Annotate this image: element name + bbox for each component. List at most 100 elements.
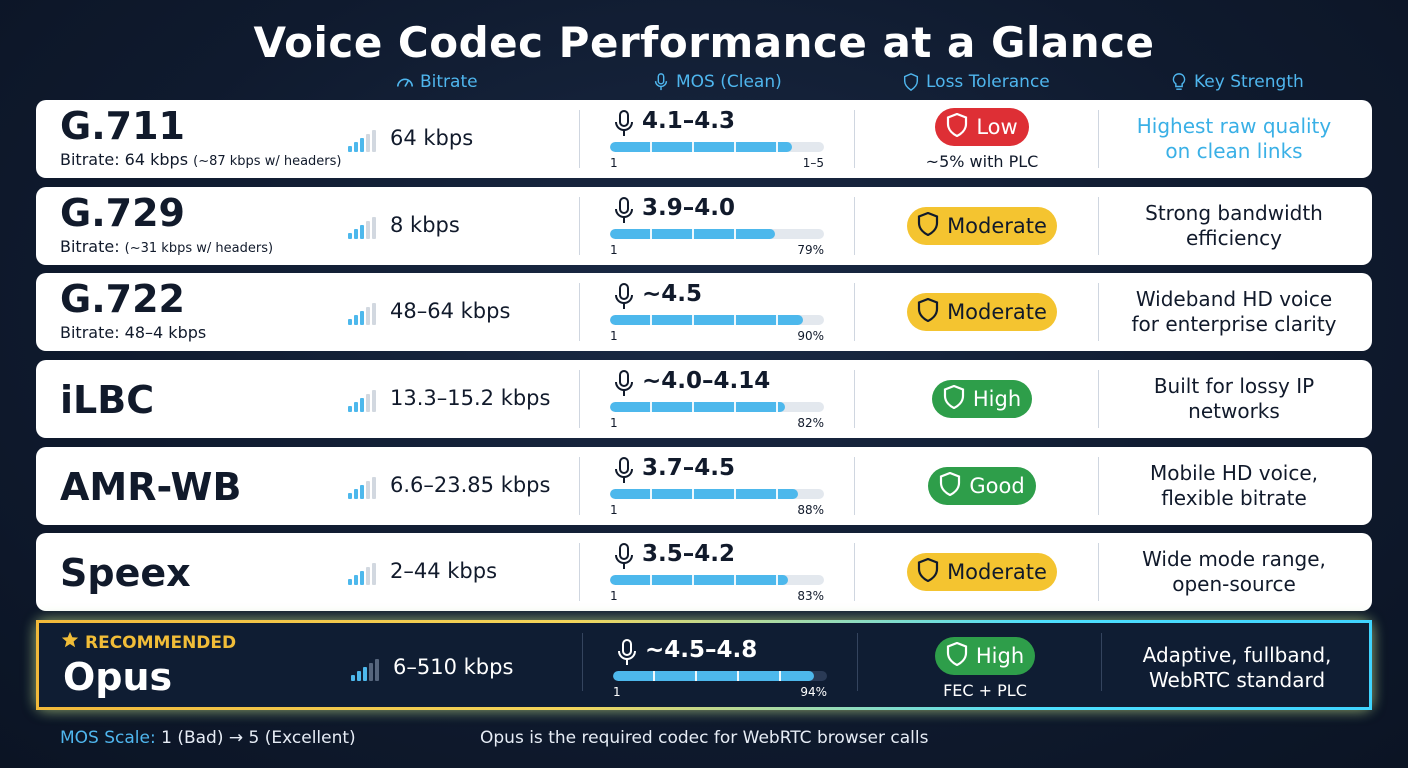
signal-bar	[366, 394, 370, 412]
mos-value: 3.7–4.5	[642, 455, 735, 481]
column-divider	[854, 283, 855, 341]
signal-bar	[348, 146, 352, 152]
codec-bitrate-detail-main: Bitrate: 48–4 kbps	[60, 323, 207, 342]
mos-bar-min-label: 1	[610, 329, 618, 343]
loss-tolerance-note: ~5% with PLC	[925, 152, 1039, 171]
signal-bar	[354, 575, 358, 585]
key-strength-line: efficiency	[1185, 226, 1282, 250]
shield-icon	[917, 557, 939, 587]
signal-bar	[366, 307, 370, 325]
signal-bar	[348, 579, 352, 585]
loss-tolerance-badge: Moderate	[907, 207, 1057, 245]
loss-tolerance-badge: High	[932, 380, 1032, 418]
column-divider	[582, 633, 583, 691]
signal-bar	[372, 390, 376, 412]
signal-bar	[348, 406, 352, 412]
recommended-badge: RECOMMENDED	[61, 631, 236, 654]
key-strength-text: Strong bandwidth efficiency	[1102, 201, 1366, 251]
column-divider	[1101, 633, 1102, 691]
recommended-label: RECOMMENDED	[85, 632, 237, 653]
codec-bitrate-detail-main: Bitrate:	[60, 237, 125, 256]
column-divider	[1098, 457, 1099, 515]
mos-bar-right-label: 83%	[797, 589, 824, 603]
signal-icon	[348, 301, 378, 325]
key-strength-line: Highest raw quality	[1136, 114, 1332, 138]
signal-bar	[372, 217, 376, 239]
microphone-icon	[614, 110, 634, 138]
key-strength-line: Wide mode range,	[1142, 547, 1326, 571]
column-divider	[579, 110, 580, 168]
codec-name: AMR-WB	[60, 465, 242, 509]
key-strength-text: Adaptive, fullband, WebRTC standard	[1105, 643, 1369, 693]
key-strength-text: Built for lossy IP networks	[1102, 374, 1366, 424]
signal-bar	[354, 402, 358, 412]
signal-bar	[366, 481, 370, 499]
lightbulb-icon	[1172, 73, 1186, 90]
codec-bitrate-detail: Bitrate: 48–4 kbps	[60, 323, 206, 342]
signal-bar	[354, 315, 358, 325]
microphone-icon	[614, 283, 634, 311]
key-strength-line: Mobile HD voice,	[1149, 461, 1319, 485]
codec-name: G.722	[60, 277, 185, 321]
loss-tolerance-label: Moderate	[947, 560, 1047, 584]
codec-bitrate-detail: Bitrate: (~31 kbps w/ headers)	[60, 237, 273, 256]
key-strength-text: Highest raw quality on clean links	[1102, 114, 1366, 164]
key-strength-line: for enterprise clarity	[1131, 312, 1337, 336]
loss-tolerance-label: Moderate	[947, 214, 1047, 238]
key-strength-line: on clean links	[1165, 139, 1303, 163]
codec-name: Opus	[63, 655, 173, 699]
signal-bar	[360, 398, 364, 412]
signal-bar	[348, 493, 352, 499]
column-divider	[854, 457, 855, 515]
mos-bar-fill	[613, 671, 815, 681]
codec-row: G.711 Bitrate: 64 kbps (~87 kbps w/ heade…	[36, 100, 1372, 178]
mos-wrap: ~4.5–4.8 1 94%	[39, 629, 1369, 713]
codec-bitrate-detail-small: (~31 kbps w/ headers)	[124, 241, 274, 256]
mos-bar-right-label: 82%	[797, 416, 824, 430]
mos-bar-right-label: 94%	[800, 685, 827, 699]
codec-row: AMR-WB 6.6–23.85 kbps 3.7–4.5 1 88% Good Mobil…	[36, 447, 1372, 525]
signal-bar	[372, 303, 376, 325]
mos-bar-fill	[610, 489, 799, 499]
signal-bar	[366, 221, 370, 239]
loss-tolerance-label: High	[972, 387, 1022, 411]
recommended-codec-row: RECOMMENDED Opus 6–510 kbps ~4.5–4.8 1 94% Hig…	[36, 620, 1372, 710]
mos-bar	[610, 402, 824, 412]
mos-bar-min-label: 1	[610, 243, 618, 257]
column-label-loss: Loss Tolerance	[926, 72, 1050, 92]
mos-value: ~4.0–4.14	[642, 368, 771, 394]
loss-tolerance-label: Good	[969, 474, 1025, 498]
codec-bitrate-detail-small: (~87 kbps w/ headers)	[193, 154, 342, 169]
column-divider	[1098, 110, 1099, 168]
mos-bar-min-label: 1	[610, 589, 618, 603]
column-header-key: Key Strength	[1170, 72, 1304, 92]
mos-scale-value: 1 (Bad) → 5 (Excellent)	[155, 728, 356, 748]
shield-icon	[946, 112, 968, 142]
signal-bar	[360, 485, 364, 499]
gauge-icon	[396, 78, 414, 87]
mos-value: 3.9–4.0	[642, 195, 735, 221]
key-strength-text: Wide mode range, open-source	[1102, 547, 1366, 597]
column-divider	[1098, 283, 1099, 341]
loss-tolerance-label: Moderate	[947, 300, 1047, 324]
signal-bar	[360, 225, 364, 239]
signal-bar	[348, 319, 352, 325]
signal-icon	[348, 475, 378, 499]
column-divider	[857, 633, 858, 691]
signal-bar	[354, 229, 358, 239]
column-divider	[579, 457, 580, 515]
microphone-icon	[614, 457, 634, 485]
mos-bar	[610, 489, 824, 499]
key-strength-line: Adaptive, fullband,	[1142, 643, 1332, 667]
mos-bar-min-label: 1	[610, 156, 618, 170]
mos-bar-min-label: 1	[610, 503, 618, 517]
signal-bar	[372, 130, 376, 152]
signal-icon	[348, 128, 378, 152]
codec-row: Speex 2–44 kbps 3.5–4.2 1 83% Moderate Wide mo…	[36, 533, 1372, 611]
signal-icon	[348, 215, 378, 239]
mos-bar-min-label: 1	[613, 685, 621, 699]
bitrate-value: 48–64 kbps	[390, 299, 511, 323]
key-strength-line: Strong bandwidth	[1145, 201, 1323, 225]
mos-bar	[613, 671, 827, 681]
mos-bar-right-label: 1–5	[802, 156, 824, 170]
